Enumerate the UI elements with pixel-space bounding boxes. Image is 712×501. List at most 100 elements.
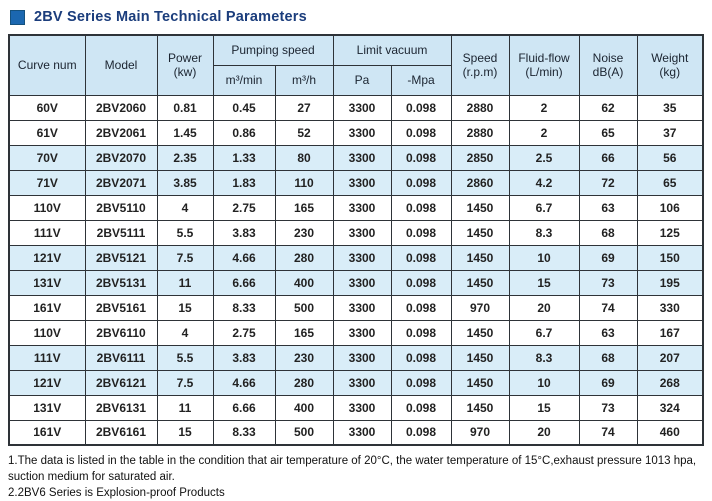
header-weight-line2: (kg)	[659, 65, 681, 80]
cell-mpa: 0.098	[390, 294, 452, 321]
cell-noise: 68	[578, 344, 638, 371]
header-noise-line1: Noise	[592, 50, 624, 65]
header-fluid-line1: Fluid-flow	[518, 50, 570, 65]
technical-parameters-table: Curve num Model Power (kw) Pumping speed…	[8, 34, 705, 446]
cell-model: 2BV5110	[84, 194, 158, 221]
cell-fluid: 4.2	[508, 169, 580, 196]
cell-mpa: 0.098	[390, 369, 452, 396]
cell-power: 0.81	[156, 94, 214, 121]
cell-m3-h: 52	[274, 119, 334, 146]
table-body: 60V 2BV2060 0.81 0.45 27 3300 0.098 2880 2 62 35 61…	[8, 94, 704, 446]
cell-m3-h: 110	[274, 169, 334, 196]
cell-curve: 110V	[8, 194, 86, 221]
cell-curve: 70V	[8, 144, 86, 171]
cell-mpa: 0.098	[390, 219, 452, 246]
cell-power: 1.45	[156, 119, 214, 146]
cell-model: 2BV2071	[84, 169, 158, 196]
header-speed-line2: (r.p.m)	[462, 65, 498, 80]
header-noise: Noise dB(A)	[578, 34, 638, 96]
header-power: Power (kw)	[156, 34, 214, 96]
cell-m3-h: 80	[274, 144, 334, 171]
cell-m3-min: 3.83	[212, 219, 276, 246]
cell-weight: 207	[636, 344, 704, 371]
cell-power: 4	[156, 194, 214, 221]
cell-model: 2BV2070	[84, 144, 158, 171]
cell-speed: 1450	[450, 269, 510, 296]
header-curve-num: Curve num	[8, 34, 86, 96]
header-m3-h: m³/h	[274, 64, 334, 96]
cell-curve: 161V	[8, 294, 86, 321]
cell-power: 3.85	[156, 169, 214, 196]
cell-mpa: 0.098	[390, 119, 452, 146]
cell-speed: 2880	[450, 94, 510, 121]
cell-m3-h: 400	[274, 394, 334, 421]
header-weight: Weight (kg)	[636, 34, 704, 96]
cell-mpa: 0.098	[390, 344, 452, 371]
table-row: 71V 2BV2071 3.85 1.83 110 3300 0.098 2860 4.2 72 6…	[8, 169, 704, 196]
header-fluid-flow: Fluid-flow (L/min)	[508, 34, 580, 96]
table-header: Curve num Model Power (kw) Pumping speed…	[8, 34, 704, 96]
header-mpa: -Mpa	[390, 64, 452, 96]
header-pa: Pa	[332, 64, 392, 96]
cell-pa: 3300	[332, 169, 392, 196]
cell-pa: 3300	[332, 194, 392, 221]
cell-weight: 56	[636, 144, 704, 171]
cell-m3-min: 6.66	[212, 269, 276, 296]
cell-m3-h: 165	[274, 319, 334, 346]
footnote-1: 1.The data is listed in the table in the…	[8, 455, 697, 484]
cell-power: 15	[156, 419, 214, 446]
table-row: 70V 2BV2070 2.35 1.33 80 3300 0.098 2850 2.5 66 56	[8, 144, 704, 171]
cell-power: 2.35	[156, 144, 214, 171]
table-row: 111V 2BV5111 5.5 3.83 230 3300 0.098 1450 8.3 68 1…	[8, 219, 704, 246]
table-row: 131V 2BV5131 11 6.66 400 3300 0.098 1450 15 73 195	[8, 269, 704, 296]
cell-curve: 61V	[8, 119, 86, 146]
table-row: 161V 2BV6161 15 8.33 500 3300 0.098 970 20 74 460	[8, 419, 704, 446]
cell-mpa: 0.098	[390, 419, 452, 446]
cell-m3-h: 400	[274, 269, 334, 296]
cell-pa: 3300	[332, 119, 392, 146]
header-speed-line1: Speed	[462, 50, 498, 65]
cell-model: 2BV6121	[84, 369, 158, 396]
cell-curve: 60V	[8, 94, 86, 121]
cell-m3-h: 280	[274, 369, 334, 396]
cell-m3-h: 27	[274, 94, 334, 121]
cell-m3-min: 4.66	[212, 244, 276, 271]
cell-model: 2BV6110	[84, 319, 158, 346]
cell-mpa: 0.098	[390, 269, 452, 296]
header-limit-vacuum: Limit vacuum	[332, 34, 452, 66]
header-model: Model	[84, 34, 158, 96]
cell-fluid: 8.3	[508, 219, 580, 246]
cell-m3-h: 500	[274, 294, 334, 321]
cell-mpa: 0.098	[390, 194, 452, 221]
cell-m3-min: 6.66	[212, 394, 276, 421]
cell-model: 2BV5161	[84, 294, 158, 321]
cell-m3-min: 8.33	[212, 294, 276, 321]
cell-model: 2BV5131	[84, 269, 158, 296]
cell-fluid: 20	[508, 419, 580, 446]
cell-curve: 71V	[8, 169, 86, 196]
table-row: 110V 2BV5110 4 2.75 165 3300 0.098 1450 6.7 63 106	[8, 194, 704, 221]
cell-fluid: 2	[508, 94, 580, 121]
header-m3-min: m³/min	[212, 64, 276, 96]
cell-m3-h: 165	[274, 194, 334, 221]
cell-mpa: 0.098	[390, 319, 452, 346]
cell-m3-min: 0.45	[212, 94, 276, 121]
table-row: 60V 2BV2060 0.81 0.45 27 3300 0.098 2880 2 62 35	[8, 94, 704, 121]
cell-m3-h: 500	[274, 419, 334, 446]
cell-noise: 68	[578, 219, 638, 246]
cell-pa: 3300	[332, 394, 392, 421]
cell-weight: 150	[636, 244, 704, 271]
table-row: 111V 2BV6111 5.5 3.83 230 3300 0.098 1450 8.3 68 2…	[8, 344, 704, 371]
cell-model: 2BV2060	[84, 94, 158, 121]
cell-curve: 161V	[8, 419, 86, 446]
cell-m3-min: 1.33	[212, 144, 276, 171]
header-noise-line2: dB(A)	[592, 65, 624, 80]
cell-power: 5.5	[156, 344, 214, 371]
cell-curve: 131V	[8, 394, 86, 421]
cell-power: 11	[156, 394, 214, 421]
cell-fluid: 8.3	[508, 344, 580, 371]
table-row: 121V 2BV5121 7.5 4.66 280 3300 0.098 1450 10 69 15…	[8, 244, 704, 271]
cell-m3-min: 2.75	[212, 319, 276, 346]
cell-model: 2BV5111	[84, 219, 158, 246]
